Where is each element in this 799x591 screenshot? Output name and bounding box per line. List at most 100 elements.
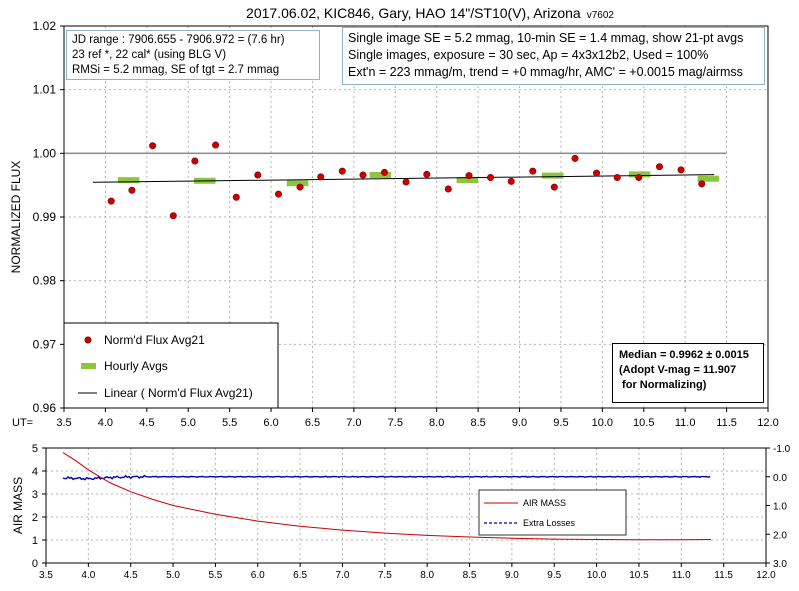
losses-y-tick-label: 0.0: [773, 473, 787, 484]
airmass-x-tick-label: 8.0: [420, 570, 434, 581]
flux-data-point: [275, 190, 283, 198]
flux-data-point: [212, 141, 220, 149]
flux-data-point: [571, 154, 579, 162]
flux-x-tick-label: 4.5: [139, 417, 154, 429]
flux-data-point: [338, 167, 346, 175]
airmass-x-tick-label: 6.0: [251, 570, 265, 581]
flux-x-tick-label: 11.0: [675, 417, 696, 429]
flux-x-tick-label: 3.5: [56, 417, 71, 429]
flux-x-tick-label: 7.5: [388, 417, 403, 429]
median-line: (Adopt V-mag = 11.907: [619, 364, 737, 376]
airmass-y-tick-label: 5: [32, 443, 38, 455]
airmass-x-tick-label: 4.5: [124, 570, 138, 581]
flux-data-point: [381, 168, 389, 176]
airmass-x-tick-label: 8.5: [463, 570, 477, 581]
legend-label-losses: Extra Losses: [523, 518, 576, 528]
airmass-x-tick-label: 7.5: [378, 570, 392, 581]
extra-losses-line: [62, 474, 711, 481]
flux-x-tick-label: 8.0: [429, 417, 444, 429]
losses-y-tick-label: 1.0: [773, 502, 787, 513]
info-left-line: JD range : 7906.655 - 7906.972 = (7.6 hr…: [72, 34, 285, 46]
airmass-legend-box: [478, 489, 627, 536]
flux-y-tick-label: 1.01: [33, 83, 57, 97]
legend-label-flux: Norm'd Flux Avg21: [104, 333, 205, 347]
flux-y-tick-label: 1.00: [33, 146, 57, 160]
flux-x-tick-label: 11.5: [716, 417, 737, 429]
flux-y-tick-label: 0.97: [33, 337, 57, 351]
airmass-y-tick-label: 3: [32, 489, 38, 501]
airmass-plot-frame: [45, 447, 767, 564]
flux-x-tick-label: 9.5: [553, 417, 568, 429]
info-left-line: RMSi = 5.2 mmag, SE of tgt = 2.7 mmag: [72, 64, 280, 76]
airmass-x-tick-label: 10.5: [629, 570, 649, 581]
flux-x-tick-label: 8.5: [470, 417, 485, 429]
chart-title: 2017.06.02, KIC846, Gary, HAO 14"/ST10(V…: [246, 5, 614, 21]
flux-x-axis-label: UT=: [12, 417, 33, 429]
flux-y-axis-label: NORMALIZED FLUX: [9, 161, 23, 274]
flux-x-tick-label: 9.0: [512, 417, 527, 429]
flux-data-point: [465, 172, 473, 180]
flux-x-tick-label: 10.0: [592, 417, 613, 429]
airmass-x-tick-label: 11.0: [672, 570, 691, 581]
flux-x-tick-label: 6.0: [263, 417, 278, 429]
airmass-x-tick-label: 9.0: [505, 570, 519, 581]
airmass-y-tick-label: 1: [32, 535, 38, 547]
flux-data-point: [317, 173, 325, 181]
flux-data-point: [232, 193, 240, 201]
info-right-line: Single images, exposure = 30 sec, Ap = 4…: [348, 48, 709, 62]
flux-x-tick-label: 4.0: [98, 417, 113, 429]
legend-label-linear: Linear ( Norm'd Flux Avg21): [104, 386, 253, 400]
chart-title-main: 2017.06.02, KIC846, Gary, HAO 14"/ST10(V…: [246, 5, 581, 21]
airmass-y-tick-label: 0: [32, 558, 38, 570]
losses-y-tick-label: 2.0: [773, 530, 787, 541]
flux-x-tick-label: 5.5: [222, 417, 237, 429]
median-line: Median = 0.9962 ± 0.0015: [619, 349, 749, 361]
airmass-line: [62, 452, 711, 541]
legend-label-airmass: AIR MASS: [523, 498, 566, 508]
flux-data-point: [191, 157, 199, 165]
flux-x-tick-label: 10.5: [633, 417, 654, 429]
flux-data-point: [296, 183, 304, 191]
flux-data-point: [359, 171, 367, 179]
flux-data-point: [107, 197, 115, 205]
info-right-line: Single image SE = 5.2 mmag, 10-min SE = …: [348, 31, 744, 45]
airmass-y-tick-label: 2: [32, 512, 38, 524]
chart-title-version: v7602: [587, 10, 615, 21]
median-box: Median = 0.9962 ± 0.0015 (Adopt V-mag = …: [612, 343, 764, 403]
flux-data-point: [487, 174, 495, 182]
flux-data-point: [169, 212, 177, 220]
flux-data-point: [254, 171, 262, 179]
flux-data-point: [529, 167, 537, 175]
airmass-y-tick-label: 4: [32, 466, 38, 478]
linear-trend-line: [92, 174, 715, 183]
flux-y-tick-label: 0.96: [33, 401, 57, 415]
flux-legend-box: [63, 322, 279, 409]
airmass-x-tick-label: 10.0: [587, 570, 607, 581]
losses-y-tick-label: -1.0: [773, 444, 791, 455]
flux-data-point: [402, 178, 410, 186]
flux-data-point: [635, 174, 643, 182]
info-box-left: JD range : 7906.655 - 7906.972 = (7.6 hr…: [66, 30, 320, 80]
median-line: for Normalizing): [619, 379, 707, 391]
flux-y-tick-label: 0.99: [33, 210, 57, 224]
legend-marker-flux: [84, 336, 92, 344]
airmass-x-tick-label: 12.0: [756, 570, 776, 581]
info-left-line: 23 ref *, 22 cal* (using BLG V): [72, 49, 227, 61]
flux-data-point: [677, 166, 685, 174]
flux-data-point: [613, 174, 621, 182]
airmass-plot: 0 1 2 3 4 5 -1.0 0.0 1.0 2.0 3.0 3.5 4.0 4.5 5.0 5.5 6.0…: [11, 443, 791, 581]
flux-x-tick-label: 5.0: [181, 417, 196, 429]
flux-data-point: [507, 177, 515, 185]
airmass-x-tick-label: 6.5: [293, 570, 307, 581]
info-box-right: Single image SE = 5.2 mmag, 10-min SE = …: [342, 27, 765, 85]
airmass-x-tick-label: 4.0: [81, 570, 95, 581]
flux-data-point: [149, 142, 157, 150]
flux-x-tick-label: 6.5: [305, 417, 320, 429]
losses-y-tick-label: 3.0: [773, 559, 787, 570]
flux-data-point: [593, 169, 601, 177]
flux-data-point: [444, 185, 452, 193]
flux-data-point: [423, 170, 431, 178]
airmass-x-tick-label: 5.0: [166, 570, 180, 581]
